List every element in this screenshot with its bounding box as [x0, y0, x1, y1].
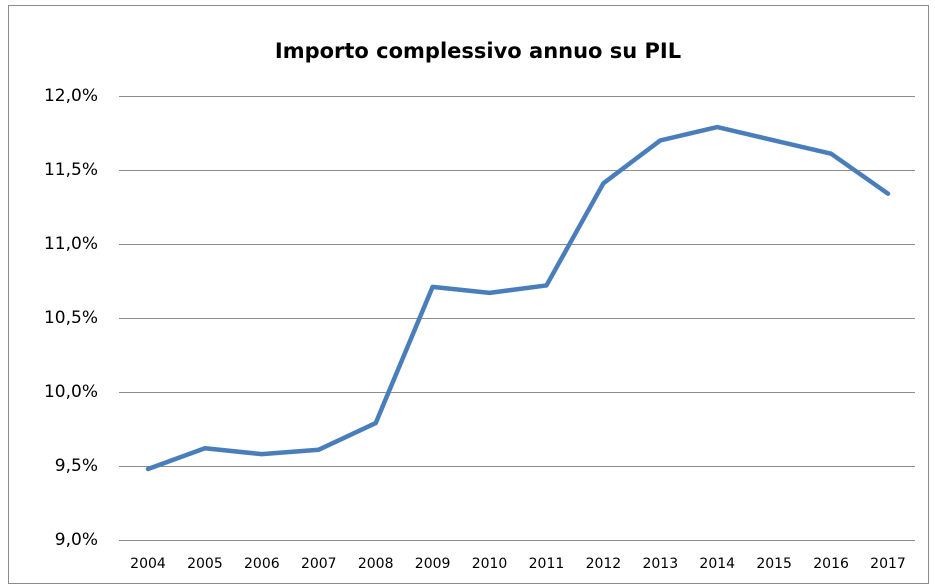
x-tick-label: 2007	[301, 556, 337, 572]
x-tick-label: 2006	[244, 556, 280, 572]
x-tick-label: 2013	[642, 556, 678, 572]
x-tick-label: 2010	[472, 556, 508, 572]
y-tick-label: 9,5%	[55, 456, 98, 476]
x-tick-label: 2012	[586, 556, 622, 572]
y-tick-label: 9,0%	[55, 530, 98, 550]
x-tick-label: 2009	[415, 556, 451, 572]
y-tick-label: 10,0%	[44, 382, 98, 402]
x-tick-label: 2004	[130, 556, 166, 572]
x-tick-label: 2014	[699, 556, 735, 572]
x-tick-label: 2008	[358, 556, 394, 572]
y-tick-label: 11,5%	[44, 160, 98, 180]
x-tick-label: 2016	[813, 556, 849, 572]
chart-frame	[8, 5, 929, 584]
x-tick-label: 2005	[187, 556, 223, 572]
x-tick-label: 2011	[529, 556, 565, 572]
line-series	[145, 124, 891, 472]
chart-title: Importo complessivo annuo su PIL	[275, 39, 681, 63]
y-tick-label: 10,5%	[44, 308, 98, 328]
x-tick-label: 2017	[870, 556, 906, 572]
y-tick-label: 12,0%	[44, 86, 98, 106]
x-tick-label: 2015	[756, 556, 792, 572]
y-tick-label: 11,0%	[44, 234, 98, 254]
